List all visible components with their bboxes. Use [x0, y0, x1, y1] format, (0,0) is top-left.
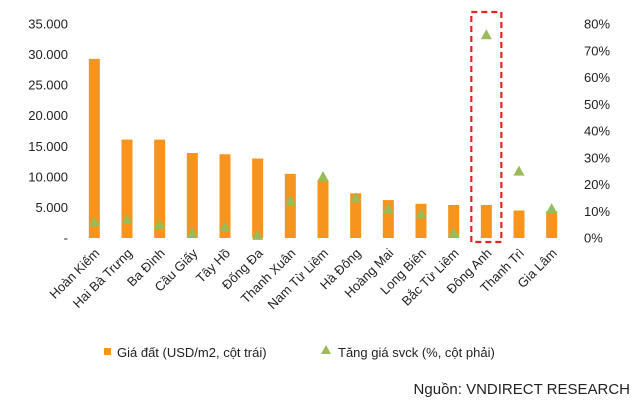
- right-tick-label: 80%: [584, 17, 610, 32]
- right-tick-label: 0%: [584, 231, 603, 246]
- triangle-marker: [513, 165, 525, 176]
- bar: [350, 193, 362, 238]
- triangle-marker: [252, 229, 264, 240]
- triangle-marker: [546, 203, 558, 214]
- bar: [317, 179, 329, 238]
- right-tick-label: 10%: [584, 204, 610, 219]
- bar: [415, 203, 427, 238]
- triangle-marker: [88, 216, 100, 227]
- bar: [448, 204, 460, 238]
- triangle-marker: [121, 213, 133, 224]
- legend-marker-label: Tăng giá svck (%, cột phải): [338, 345, 495, 360]
- bar: [382, 200, 394, 238]
- left-axis: - 5.000 10.000 15.000 20.000 25.000 30.000 35.0…: [28, 17, 68, 246]
- right-tick-label: 20%: [584, 177, 610, 192]
- left-tick-label: 15.000: [28, 139, 68, 154]
- bar: [284, 173, 296, 238]
- bar: [121, 139, 133, 238]
- legend-triangle-swatch: [321, 345, 331, 354]
- right-axis: 0% 10% 20% 30% 40% 50% 60% 70% 80%: [584, 17, 610, 246]
- bar: [513, 210, 525, 238]
- bar: [252, 158, 264, 238]
- bar-series: [88, 58, 558, 239]
- right-tick-label: 70%: [584, 43, 610, 58]
- legend: Giá đất (USD/m2, cột trái) Tăng giá svck…: [104, 345, 495, 360]
- legend-bar-swatch: [104, 348, 111, 355]
- triangle-marker: [154, 219, 166, 230]
- triangle-marker: [448, 227, 460, 238]
- source-note: Nguồn: VNDIRECT RESEARCH: [413, 381, 630, 398]
- right-tick-label: 40%: [584, 124, 610, 139]
- highlight-box: [470, 10, 503, 244]
- right-tick-label: 50%: [584, 97, 610, 112]
- triangle-marker: [415, 208, 427, 219]
- left-tick-label: 20.000: [28, 108, 68, 123]
- bar: [154, 139, 166, 238]
- triangle-marker: [317, 170, 329, 181]
- triangle-marker: [350, 192, 362, 203]
- triangle-marker: [219, 221, 231, 232]
- bar: [546, 211, 558, 238]
- legend-bar-label: Giá đất (USD/m2, cột trái): [117, 345, 267, 360]
- triangle-marker: [382, 203, 394, 214]
- triangle-marker: [284, 195, 296, 206]
- marker-series: [88, 29, 558, 240]
- triangle-marker: [186, 227, 198, 238]
- right-tick-label: 60%: [584, 70, 610, 85]
- left-tick-label: 30.000: [28, 47, 68, 62]
- bar: [186, 153, 198, 238]
- right-tick-label: 30%: [584, 150, 610, 165]
- left-tick-label: -: [64, 231, 68, 246]
- bar: [219, 154, 231, 238]
- bar: [480, 204, 492, 238]
- bar: [88, 58, 100, 239]
- left-tick-label: 25.000: [28, 78, 68, 93]
- triangle-marker: [480, 29, 492, 40]
- left-tick-label: 10.000: [28, 169, 68, 184]
- left-tick-label: 5.000: [35, 200, 68, 215]
- left-tick-label: 35.000: [28, 17, 68, 32]
